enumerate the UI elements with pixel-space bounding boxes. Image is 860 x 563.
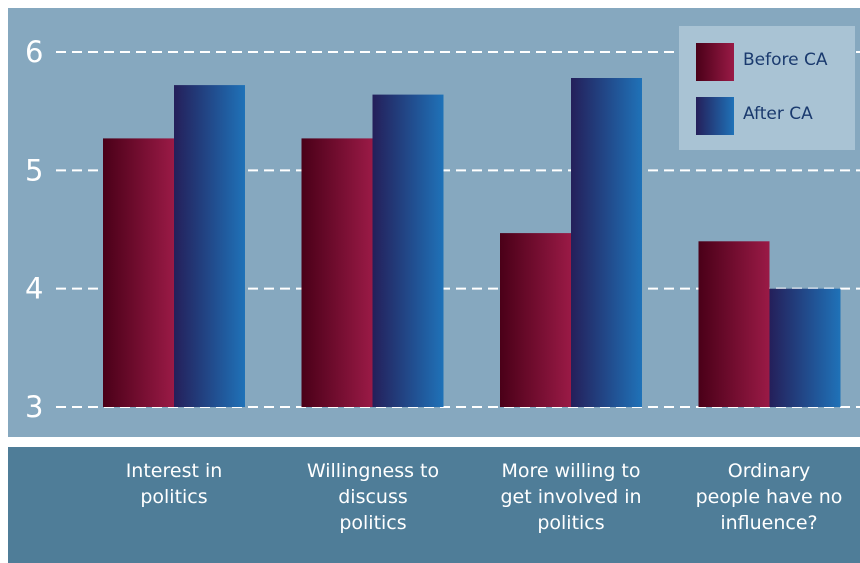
bar-after-3	[769, 288, 841, 407]
bar-before-0	[103, 138, 174, 407]
bar-after-2	[571, 78, 642, 407]
y-axis-ticks: 3 4 5 6	[25, 35, 43, 424]
legend-swatch-after	[696, 97, 734, 135]
bar-before-3	[698, 241, 770, 407]
y-tick-label: 5	[25, 153, 43, 187]
y-tick-label: 3	[25, 390, 43, 424]
category-label-band	[8, 447, 860, 563]
y-tick-label: 6	[25, 35, 43, 69]
legend-label: After CA	[743, 104, 813, 124]
bar-before-1	[301, 138, 373, 407]
bar-before-2	[500, 233, 571, 407]
y-tick-label: 4	[25, 272, 43, 306]
x-tick-label: Interest in politics	[125, 460, 223, 508]
x-tick-label: More willing to get involved in politics	[500, 460, 642, 534]
bar-after-1	[372, 94, 444, 407]
x-tick-label: Willingness to discuss politics	[306, 460, 440, 534]
legend-swatch-before	[696, 43, 734, 81]
bar-after-0	[174, 85, 245, 407]
legend-label: Before CA	[743, 50, 828, 70]
x-tick-label: Ordinary people have no influence?	[695, 460, 843, 534]
bars	[103, 78, 841, 407]
legend: Before CA After CA	[679, 26, 855, 150]
